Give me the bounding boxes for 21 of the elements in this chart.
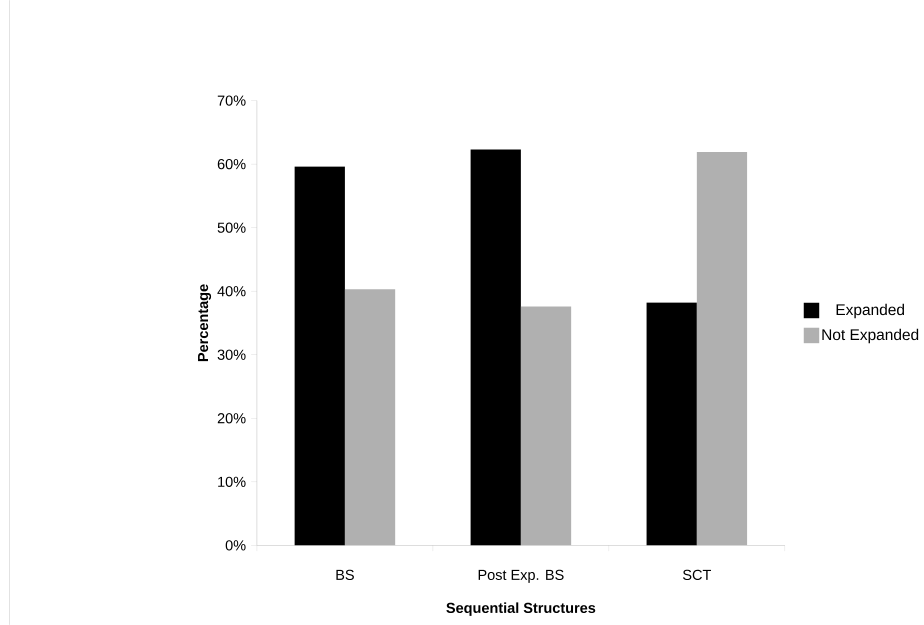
bar — [294, 166, 345, 546]
bar — [470, 150, 521, 546]
bar — [344, 289, 396, 546]
y-tick-label: 50% — [218, 222, 246, 233]
y-tick-label: 30% — [218, 350, 246, 360]
bar — [520, 306, 572, 546]
y-tick-label: 20% — [218, 413, 246, 424]
x-axis-title: Sequential Structures — [446, 602, 596, 616]
legend-label: Expanded — [836, 304, 904, 318]
y-tick-label: 70% — [218, 95, 246, 106]
bar — [696, 152, 748, 546]
y-tick-label: 10% — [218, 476, 246, 487]
x-tick-label: BS — [336, 570, 354, 580]
legend-label: Not Expanded — [822, 328, 918, 344]
y-tick-label: 60% — [218, 159, 246, 170]
x-tick-label: Post Exp. BS — [478, 570, 564, 583]
y-tick-label: 40% — [217, 286, 246, 296]
bar — [646, 302, 697, 546]
x-tick-label: SCT — [683, 570, 712, 580]
y-tick-label: 0% — [226, 540, 246, 550]
y-axis-title: Percentage — [198, 284, 212, 362]
